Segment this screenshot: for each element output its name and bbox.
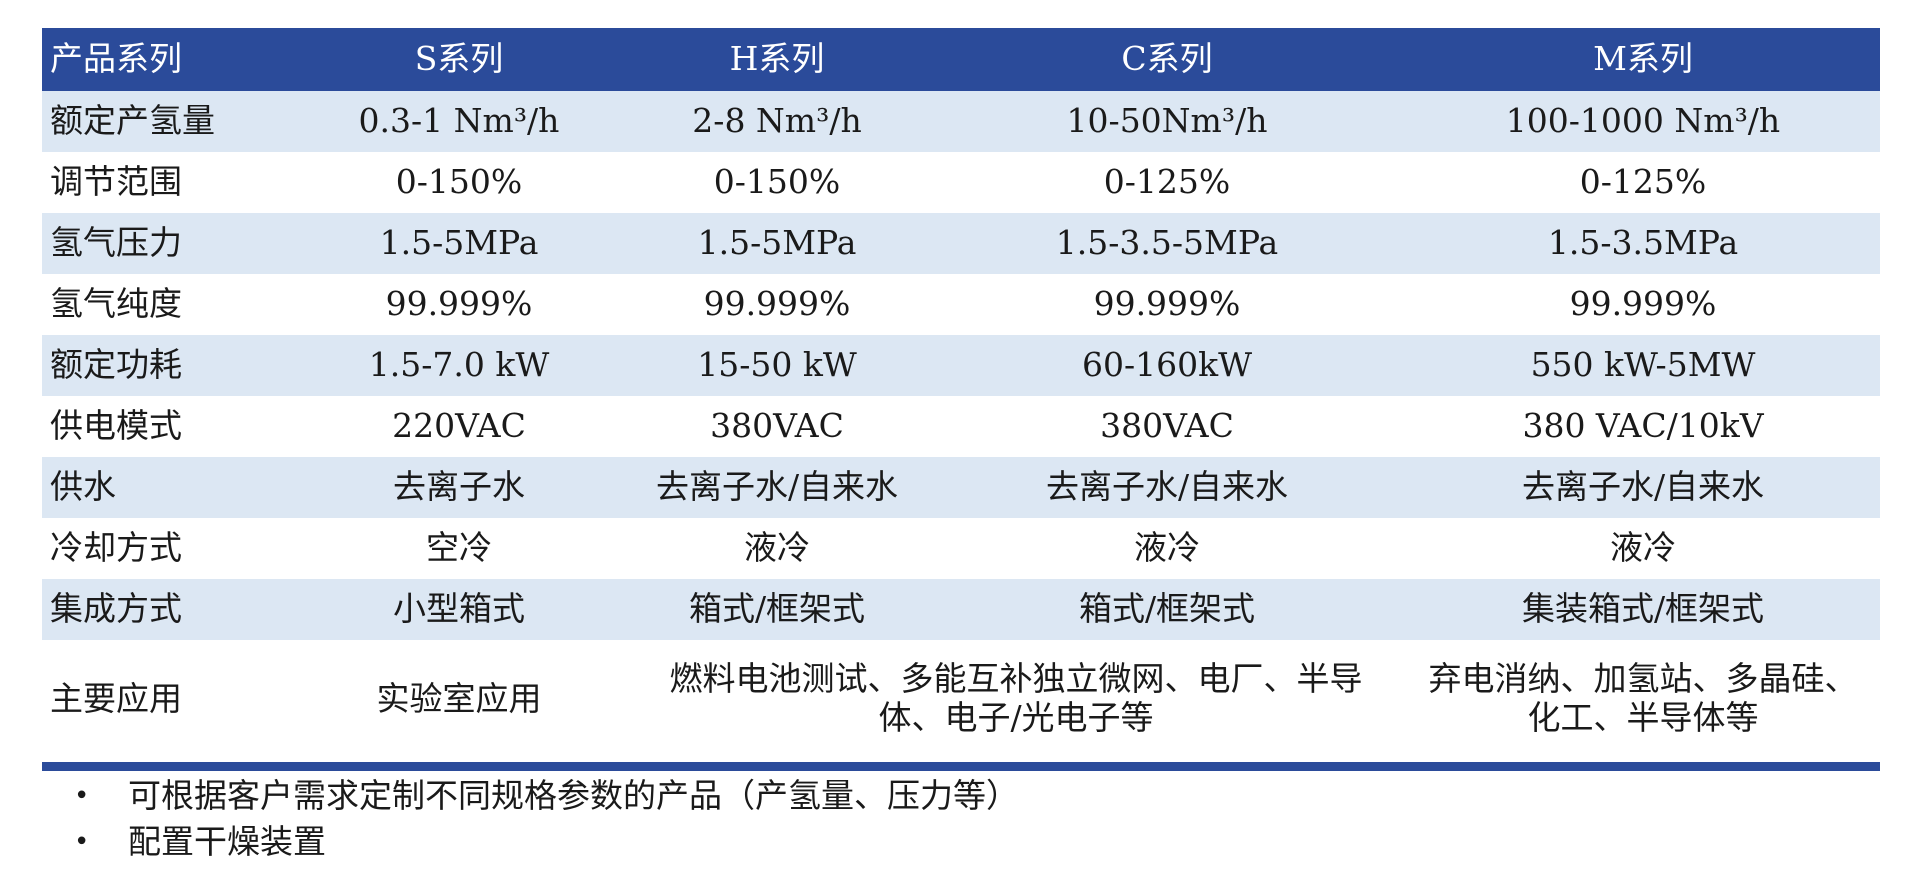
table-header-row: 产品系列 S系列 H系列 C系列 M系列	[42, 28, 1880, 91]
table-cell: 1.5-7.0 kW	[368, 345, 550, 385]
table-cell: 1.5-3.5-5MPa	[1055, 223, 1279, 263]
table-row: 供电模式 220VAC 380VAC 380VAC 380 VAC/10kV	[42, 396, 1880, 457]
header-cell-h-series: H系列	[729, 39, 825, 79]
table-cell: 箱式/框架式	[688, 589, 866, 629]
table-cell: 液冷	[744, 528, 810, 568]
table-cell: 去离子水/自来水	[655, 467, 899, 507]
table-cell: 0-150%	[395, 162, 523, 202]
row-label: 氢气纯度	[50, 284, 182, 324]
row-label: 额定产氢量	[50, 101, 215, 141]
row-label: 冷却方式	[50, 528, 182, 568]
note-text: 配置干燥装置	[128, 822, 326, 861]
table-cell: 小型箱式	[393, 589, 525, 629]
table-row: 供水 去离子水 去离子水/自来水 去离子水/自来水 去离子水/自来水	[42, 457, 1880, 518]
table-row: 氢气纯度 99.999% 99.999% 99.999% 99.999%	[42, 274, 1880, 335]
header-cell-product-series: 产品系列	[50, 39, 182, 79]
table-cell: 去离子水	[393, 467, 525, 507]
row-label: 调节范围	[50, 162, 182, 202]
table-cell: 380VAC	[710, 406, 844, 446]
row-label: 主要应用	[50, 678, 182, 718]
table-cell: 液冷	[1610, 528, 1676, 568]
note-item: • 可根据客户需求定制不同规格参数的产品（产氢量、压力等）	[74, 773, 1019, 819]
table-cell: 220VAC	[392, 406, 526, 446]
table-cell: 液冷	[1134, 528, 1200, 568]
table-cell: 99.999%	[1569, 284, 1717, 324]
table-cell: 550 kW-5MW	[1530, 345, 1756, 385]
table-cell-s-application: 实验室应用	[376, 678, 542, 718]
table-cell: 箱式/框架式	[1078, 589, 1256, 629]
row-label: 供水	[50, 467, 116, 507]
header-cell-c-series: C系列	[1121, 39, 1213, 79]
table-cell: 0.3-1 Nm³/h	[358, 101, 560, 141]
table-cell: 99.999%	[385, 284, 533, 324]
table-cell: 0-150%	[713, 162, 841, 202]
table-row: 氢气压力 1.5-5MPa 1.5-5MPa 1.5-3.5-5MPa 1.5-…	[42, 213, 1880, 274]
table-cell-m-application: 弃电消纳、加氢站、多晶硅、化工、半导体等	[1428, 659, 1858, 737]
bullet-marker: •	[74, 827, 90, 857]
table-cell: 0-125%	[1579, 162, 1707, 202]
spec-table: 产品系列 S系列 H系列 C系列 M系列 额定产氢量 0.3-1 Nm³/h 2…	[42, 28, 1880, 758]
table-row: 集成方式 小型箱式 箱式/框架式 箱式/框架式 集装箱式/框架式	[42, 579, 1880, 640]
table-row: 额定产氢量 0.3-1 Nm³/h 2-8 Nm³/h 10-50Nm³/h 1…	[42, 91, 1880, 152]
table-cell: 2-8 Nm³/h	[692, 101, 862, 141]
table-cell: 380VAC	[1100, 406, 1234, 446]
table-cell: 100-1000 Nm³/h	[1505, 101, 1781, 141]
table-cell: 99.999%	[1093, 284, 1241, 324]
row-label: 集成方式	[50, 589, 182, 629]
row-label: 氢气压力	[50, 223, 182, 263]
row-label: 供电模式	[50, 406, 182, 446]
table-cell: 380 VAC/10kV	[1522, 406, 1764, 446]
table-cell: 60-160kW	[1081, 345, 1253, 385]
row-label: 额定功耗	[50, 345, 182, 385]
notes-list: • 可根据客户需求定制不同规格参数的产品（产氢量、压力等） • 配置干燥装置	[74, 773, 1019, 865]
table-row-main-applications: 主要应用 实验室应用 燃料电池测试、多能互补独立微网、电厂、半导体、电子/光电子…	[42, 640, 1880, 758]
table-cell: 0-125%	[1103, 162, 1231, 202]
table-cell: 1.5-5MPa	[379, 223, 539, 263]
header-cell-m-series: M系列	[1593, 39, 1693, 79]
table-cell: 去离子水/自来水	[1521, 467, 1765, 507]
table-row: 冷却方式 空冷 液冷 液冷 液冷	[42, 518, 1880, 579]
table-row: 调节范围 0-150% 0-150% 0-125% 0-125%	[42, 152, 1880, 213]
table-cell: 去离子水/自来水	[1045, 467, 1289, 507]
table-cell-hc-application: 燃料电池测试、多能互补独立微网、电厂、半导体、电子/光电子等	[669, 659, 1363, 737]
note-text: 可根据客户需求定制不同规格参数的产品（产氢量、压力等）	[128, 776, 1019, 815]
note-item: • 配置干燥装置	[74, 819, 1019, 865]
table-cell: 空冷	[426, 528, 492, 568]
table-cell: 集装箱式/框架式	[1521, 589, 1765, 629]
bullet-marker: •	[74, 781, 90, 811]
table-cell: 1.5-3.5MPa	[1547, 223, 1739, 263]
table-cell: 15-50 kW	[697, 345, 857, 385]
table-cell: 10-50Nm³/h	[1066, 101, 1268, 141]
table-row: 额定功耗 1.5-7.0 kW 15-50 kW 60-160kW 550 kW…	[42, 335, 1880, 396]
table-cell: 1.5-5MPa	[697, 223, 857, 263]
table-cell: 99.999%	[703, 284, 851, 324]
table-bottom-rule	[42, 762, 1880, 771]
header-cell-s-series: S系列	[414, 39, 504, 79]
